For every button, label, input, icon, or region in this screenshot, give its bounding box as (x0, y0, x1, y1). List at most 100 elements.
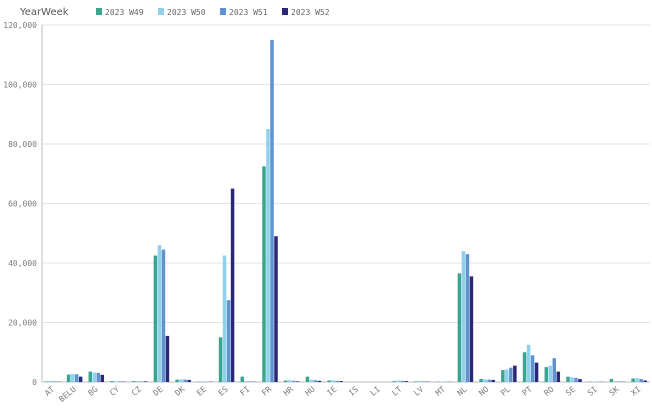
legend[interactable]: YearWeek 2023 W49 2023 W50 2023 W51 2023 W5… (19, 7, 330, 18)
bar-hu-4[interactable] (317, 380, 322, 382)
bar-fr-1[interactable] (262, 166, 266, 382)
bar-ee-2[interactable] (201, 381, 205, 382)
bar-bg-2[interactable] (92, 372, 97, 382)
legend-label-4[interactable]: 2023 W52 (291, 8, 330, 17)
bar-fr-4[interactable] (274, 236, 278, 382)
bar-fi-1[interactable] (240, 376, 245, 382)
bar-cy-3[interactable] (118, 381, 122, 382)
x-tick-label: RO (542, 385, 555, 398)
bar-belu-3[interactable] (74, 374, 79, 382)
bar-ro-1[interactable] (544, 367, 549, 382)
bar-belu-2[interactable] (70, 373, 75, 382)
bar-cz-4[interactable] (143, 381, 148, 382)
bar-lv-3[interactable] (422, 381, 426, 382)
y-tick-label: 120,000 (3, 21, 37, 30)
bar-dk-4[interactable] (187, 379, 191, 382)
bar-pl-4[interactable] (513, 365, 517, 382)
bar-nl-2[interactable] (461, 251, 466, 382)
bar-cz-2[interactable] (135, 381, 140, 382)
bar-pl-1[interactable] (501, 370, 505, 382)
bar-pt-4[interactable] (534, 362, 539, 382)
bar-fr-2[interactable] (266, 129, 270, 382)
legend-label-1[interactable]: 2023 W49 (105, 8, 144, 17)
bar-sk-1[interactable] (609, 379, 614, 382)
bar-at-2[interactable] (49, 381, 53, 382)
bar-no-4[interactable] (491, 379, 495, 382)
bar-xi-4[interactable] (643, 380, 647, 382)
legend-label-2[interactable]: 2023 W50 (167, 8, 206, 17)
bar-nl-4[interactable] (469, 276, 474, 382)
bar-ie-2[interactable] (331, 380, 335, 382)
bar-de-2[interactable] (157, 245, 162, 382)
bar-de-3[interactable] (161, 249, 166, 382)
legend-swatch-1[interactable] (96, 8, 102, 15)
legend-title: YearWeek (19, 7, 69, 18)
bar-pt-3[interactable] (530, 355, 535, 382)
bar-fr-3[interactable] (270, 39, 274, 382)
bar-sk-3[interactable] (617, 381, 622, 382)
bar-ro-3[interactable] (552, 358, 557, 382)
bar-dk-2[interactable] (179, 379, 183, 382)
bar-lt-3[interactable] (400, 380, 405, 382)
bar-cz-3[interactable] (139, 381, 144, 382)
bar-ie-1[interactable] (327, 380, 331, 382)
bar-es-3[interactable] (226, 300, 231, 382)
bar-se-4[interactable] (578, 379, 582, 382)
bar-hr-1[interactable] (283, 380, 288, 382)
bar-es-4[interactable] (230, 188, 235, 382)
bar-cz-1[interactable] (131, 381, 136, 382)
bar-cy-2[interactable] (114, 381, 118, 382)
bar-ie-4[interactable] (339, 381, 343, 382)
bar-pl-3[interactable] (509, 367, 513, 382)
bar-es-1[interactable] (218, 337, 223, 382)
bar-lt-1[interactable] (392, 381, 397, 382)
bar-hu-1[interactable] (305, 376, 310, 382)
bar-bg-1[interactable] (88, 371, 93, 382)
bar-dk-1[interactable] (175, 379, 179, 382)
bar-pl-2[interactable] (505, 369, 509, 382)
bar-nl-3[interactable] (465, 254, 470, 382)
bar-bg-3[interactable] (96, 372, 101, 382)
bar-nl-1[interactable] (457, 273, 462, 382)
bar-de-1[interactable] (153, 255, 158, 382)
bar-se-1[interactable] (566, 376, 570, 382)
bar-lv-1[interactable] (414, 381, 418, 382)
bar-dk-3[interactable] (183, 379, 187, 382)
bar-ie-3[interactable] (335, 380, 339, 382)
bar-at-1[interactable] (45, 381, 49, 382)
bar-lt-4[interactable] (404, 381, 409, 382)
bar-pt-2[interactable] (526, 344, 531, 382)
bar-se-2[interactable] (570, 377, 574, 382)
bar-se-3[interactable] (574, 377, 578, 382)
bar-no-1[interactable] (479, 379, 483, 382)
bar-hu-3[interactable] (313, 380, 318, 382)
legend-swatch-3[interactable] (220, 8, 226, 15)
bar-hr-4[interactable] (295, 381, 300, 382)
bar-cy-1[interactable] (110, 381, 114, 382)
bar-xi-1[interactable] (631, 378, 635, 382)
bar-bg-4[interactable] (100, 374, 105, 382)
bar-fi-2[interactable] (244, 381, 249, 382)
bar-at-3[interactable] (53, 381, 57, 382)
bar-pt-1[interactable] (522, 352, 527, 382)
bar-no-3[interactable] (487, 379, 491, 382)
bar-belu-4[interactable] (78, 376, 83, 382)
bar-hu-2[interactable] (309, 379, 314, 382)
legend-label-3[interactable]: 2023 W51 (229, 8, 268, 17)
bar-sk-2[interactable] (613, 381, 618, 382)
legend-swatch-4[interactable] (282, 8, 288, 15)
bar-de-4[interactable] (165, 335, 170, 382)
bar-ro-2[interactable] (548, 365, 553, 382)
bar-lt-2[interactable] (396, 380, 401, 382)
bar-xi-3[interactable] (639, 379, 643, 382)
bar-fi-3[interactable] (248, 381, 253, 382)
bar-no-2[interactable] (483, 379, 487, 382)
bar-belu-1[interactable] (66, 374, 71, 382)
bar-hr-3[interactable] (291, 380, 296, 382)
bar-es-2[interactable] (222, 255, 227, 382)
bar-xi-2[interactable] (635, 378, 639, 382)
legend-swatch-2[interactable] (158, 8, 164, 15)
bar-lv-2[interactable] (418, 381, 422, 382)
bar-ro-4[interactable] (556, 371, 561, 382)
bar-hr-2[interactable] (287, 380, 292, 382)
